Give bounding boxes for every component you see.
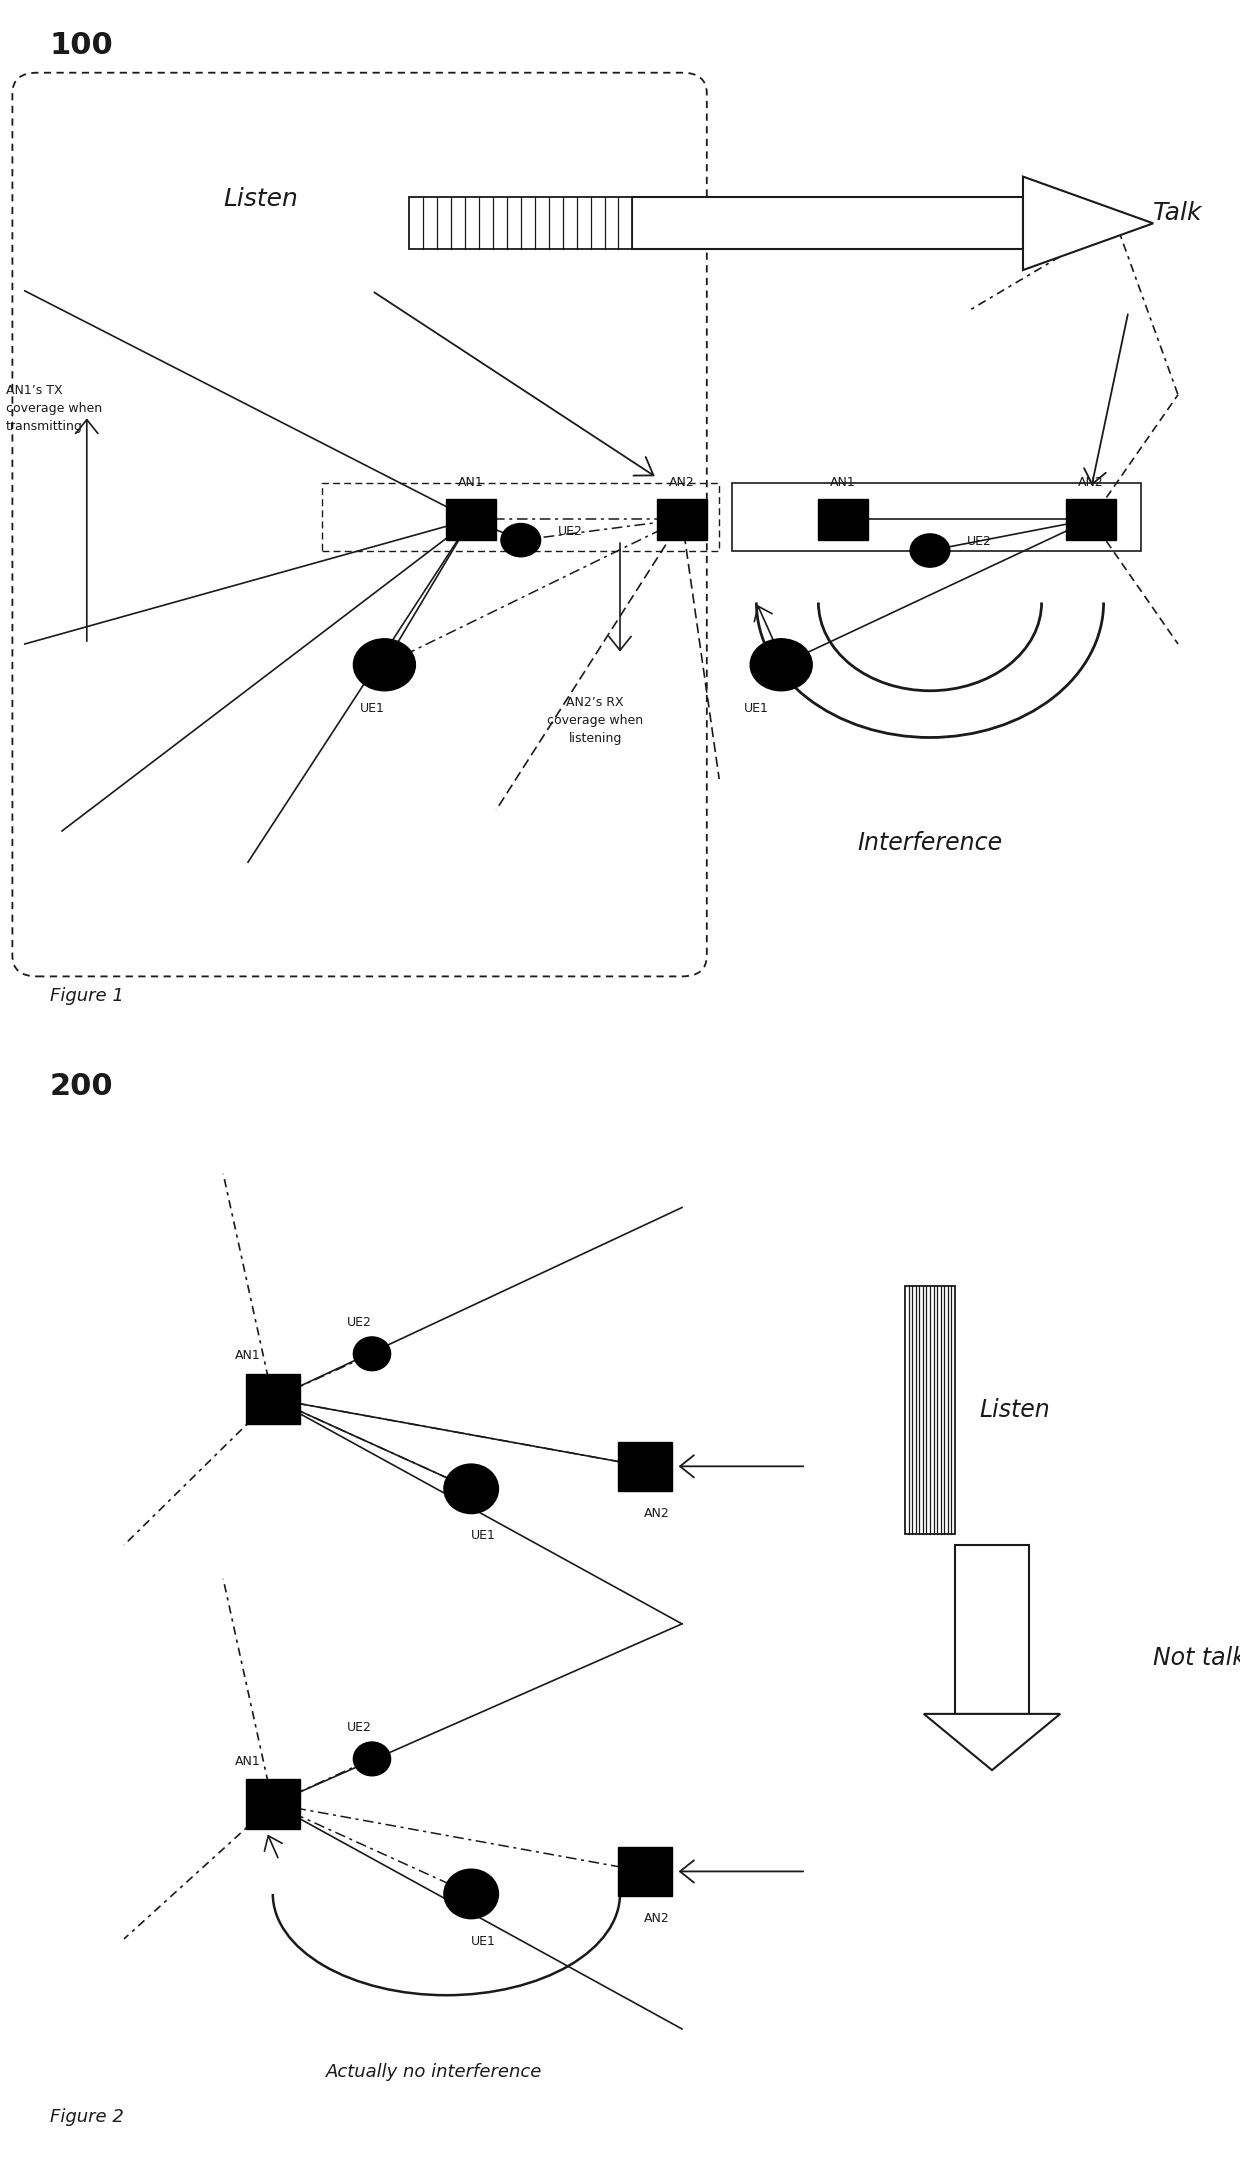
Text: UE2: UE2 bbox=[558, 526, 583, 539]
Text: Not talk: Not talk bbox=[1153, 1645, 1240, 1671]
Polygon shape bbox=[1023, 177, 1153, 270]
Bar bbox=[246, 1374, 300, 1424]
Bar bbox=[818, 498, 868, 541]
Text: Listen: Listen bbox=[980, 1398, 1050, 1422]
Text: AN2: AN2 bbox=[645, 1506, 670, 1519]
Text: Listen: Listen bbox=[223, 186, 298, 210]
Text: UE2: UE2 bbox=[347, 1720, 372, 1733]
Text: Interference: Interference bbox=[857, 831, 1003, 855]
Bar bbox=[657, 498, 707, 541]
Bar bbox=[618, 1441, 672, 1491]
Bar bbox=[322, 483, 719, 550]
Text: Figure 1: Figure 1 bbox=[50, 987, 124, 1004]
Circle shape bbox=[750, 638, 812, 690]
Circle shape bbox=[501, 524, 541, 556]
Text: UE1: UE1 bbox=[471, 1530, 496, 1543]
Text: Talk: Talk bbox=[1153, 201, 1203, 225]
Text: 100: 100 bbox=[50, 30, 113, 61]
Bar bbox=[905, 1285, 955, 1534]
Text: AN2: AN2 bbox=[645, 1913, 670, 1926]
Text: AN2: AN2 bbox=[1079, 476, 1104, 489]
Polygon shape bbox=[924, 1714, 1060, 1770]
Text: AN1: AN1 bbox=[459, 476, 484, 489]
Text: AN1: AN1 bbox=[236, 1755, 260, 1768]
Circle shape bbox=[353, 638, 415, 690]
Text: UE1: UE1 bbox=[360, 701, 384, 714]
Bar bbox=[618, 1846, 672, 1896]
Text: AN2’s RX
coverage when
listening: AN2’s RX coverage when listening bbox=[547, 697, 644, 744]
Bar bbox=[409, 197, 632, 249]
Bar bbox=[955, 1545, 1029, 1714]
Circle shape bbox=[353, 1337, 391, 1370]
Text: Figure 2: Figure 2 bbox=[50, 2108, 124, 2125]
Text: Actually no interference: Actually no interference bbox=[326, 2062, 542, 2082]
Bar bbox=[1066, 498, 1116, 541]
Text: 200: 200 bbox=[50, 1073, 113, 1101]
Text: AN2: AN2 bbox=[670, 476, 694, 489]
Text: UE1: UE1 bbox=[744, 701, 769, 714]
Text: UE2: UE2 bbox=[347, 1316, 372, 1329]
Circle shape bbox=[444, 1465, 498, 1513]
Text: UE1: UE1 bbox=[471, 1935, 496, 1948]
Circle shape bbox=[910, 535, 950, 567]
Bar bbox=[632, 197, 1023, 249]
Bar bbox=[446, 498, 496, 541]
Circle shape bbox=[444, 1870, 498, 1919]
Text: AN1’s TX
coverage when
transmitting: AN1’s TX coverage when transmitting bbox=[6, 385, 103, 433]
Text: UE2: UE2 bbox=[967, 535, 992, 547]
Circle shape bbox=[353, 1742, 391, 1777]
Text: AN1: AN1 bbox=[831, 476, 856, 489]
Bar bbox=[246, 1779, 300, 1829]
Text: AN1: AN1 bbox=[236, 1350, 260, 1363]
Bar bbox=[732, 483, 1141, 550]
